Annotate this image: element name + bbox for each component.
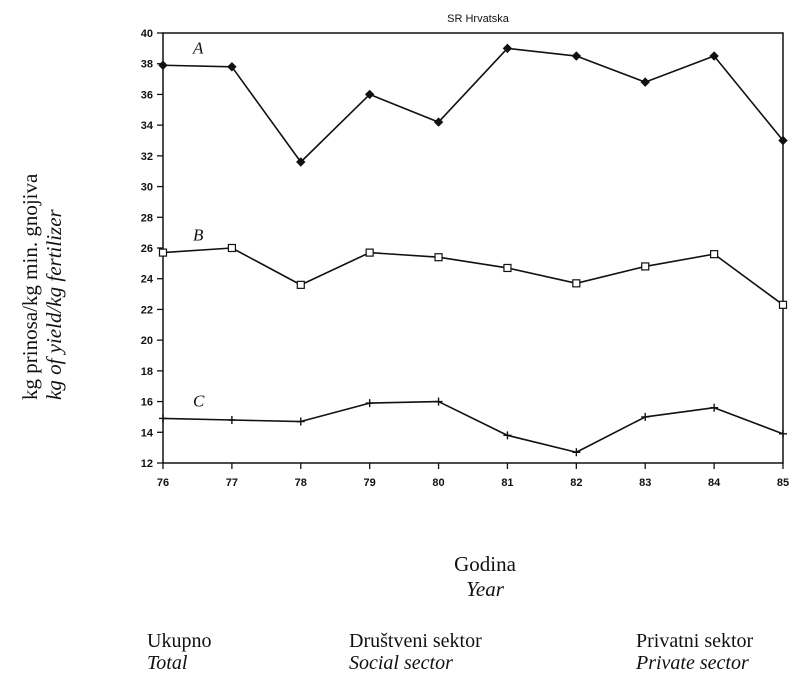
legend-translation: Private sector xyxy=(636,652,749,674)
data-point-b xyxy=(296,280,305,289)
x-tick-label: 83 xyxy=(639,477,651,489)
data-point-b xyxy=(778,300,788,309)
y-tick-label: 40 xyxy=(141,28,153,40)
data-point-b xyxy=(434,253,443,262)
data-point-b xyxy=(572,279,581,288)
x-tick-label: 82 xyxy=(570,477,582,489)
series-label-c: C xyxy=(193,391,205,410)
y-tick-label: 12 xyxy=(141,458,153,470)
y-tick-label: 38 xyxy=(141,59,153,71)
series-line-a xyxy=(162,47,784,163)
data-point-a xyxy=(364,89,375,100)
data-point-c xyxy=(503,431,512,440)
x-tick-label: 85 xyxy=(777,477,789,489)
data-point-c xyxy=(227,416,236,424)
data-point-a xyxy=(158,60,168,70)
series-line-b xyxy=(162,247,784,306)
x-tick-label: 76 xyxy=(157,477,169,489)
series-label-a: A xyxy=(192,38,204,57)
data-point-b xyxy=(641,262,650,271)
data-point-a xyxy=(640,77,650,87)
data-point-b xyxy=(227,243,236,253)
data-point-a xyxy=(227,62,237,72)
legend-label: Društveni sektor xyxy=(349,630,482,652)
data-point-c xyxy=(296,417,305,426)
y-tick-label: 24 xyxy=(141,274,154,286)
legend-translation: Social sector xyxy=(349,652,453,674)
data-point-a xyxy=(571,51,582,61)
y-tick-label: 30 xyxy=(141,182,153,194)
y-axis-label: kg prinosa/kg min. gnojiva xyxy=(18,173,42,400)
data-point-b xyxy=(365,248,374,257)
x-tick-label: 77 xyxy=(226,477,238,489)
y-tick-label: 14 xyxy=(141,427,154,439)
y-axis-label-translation: kg of yield/kg fertilizer xyxy=(42,209,66,400)
y-tick-label: 28 xyxy=(141,212,153,224)
data-point-c xyxy=(572,448,581,457)
legend-label: Privatni sektor xyxy=(636,630,754,652)
chart-title: SR Hrvatska xyxy=(447,13,510,25)
data-point-b xyxy=(158,248,168,257)
data-point-c xyxy=(365,399,374,408)
x-tick-label: 79 xyxy=(364,477,376,489)
data-point-b xyxy=(503,263,512,273)
data-point-c xyxy=(710,403,719,412)
x-axis-label-translation: Year xyxy=(466,577,504,601)
data-point-a xyxy=(433,117,444,127)
series-label-b: B xyxy=(193,226,204,245)
data-point-c xyxy=(159,414,167,423)
legend-item-private-sector: Privatni sektor Private sector xyxy=(636,630,753,674)
y-tick-label: 22 xyxy=(141,304,153,316)
y-tick-label: 20 xyxy=(141,335,153,347)
data-point-a xyxy=(709,51,719,61)
data-point-a xyxy=(296,157,306,167)
x-axis-label: Godina xyxy=(454,552,516,576)
legend-label: Ukupno xyxy=(147,630,212,652)
y-tick-label: 36 xyxy=(141,89,153,101)
y-axis-label-group: kg prinosa/kg min. gnojiva kg of yield/k… xyxy=(18,0,78,540)
data-point-a xyxy=(778,135,788,146)
x-tick-label: 80 xyxy=(432,477,444,489)
data-point-c xyxy=(779,429,787,438)
x-axis-caption: Godina Year xyxy=(440,552,530,602)
legend-translation: Total xyxy=(147,652,188,674)
y-tick-label: 18 xyxy=(141,366,153,378)
y-tick-label: 32 xyxy=(141,151,153,163)
x-tick-label: 78 xyxy=(295,477,307,489)
plot-area-frame xyxy=(162,32,784,464)
data-point-b xyxy=(710,250,719,259)
data-point-c xyxy=(434,397,443,406)
y-tick-label: 34 xyxy=(141,120,154,132)
y-tick-label: 16 xyxy=(141,397,153,409)
legend-item-social-sector: Društveni sektor Social sector xyxy=(349,630,482,674)
data-point-a xyxy=(502,43,513,54)
legend-item-total: Ukupno Total xyxy=(147,630,211,674)
x-tick-label: 84 xyxy=(708,477,721,489)
x-tick-label: 81 xyxy=(501,477,513,489)
data-point-c xyxy=(641,412,650,421)
series-line-c xyxy=(162,400,784,454)
y-tick-label: 26 xyxy=(141,243,153,255)
